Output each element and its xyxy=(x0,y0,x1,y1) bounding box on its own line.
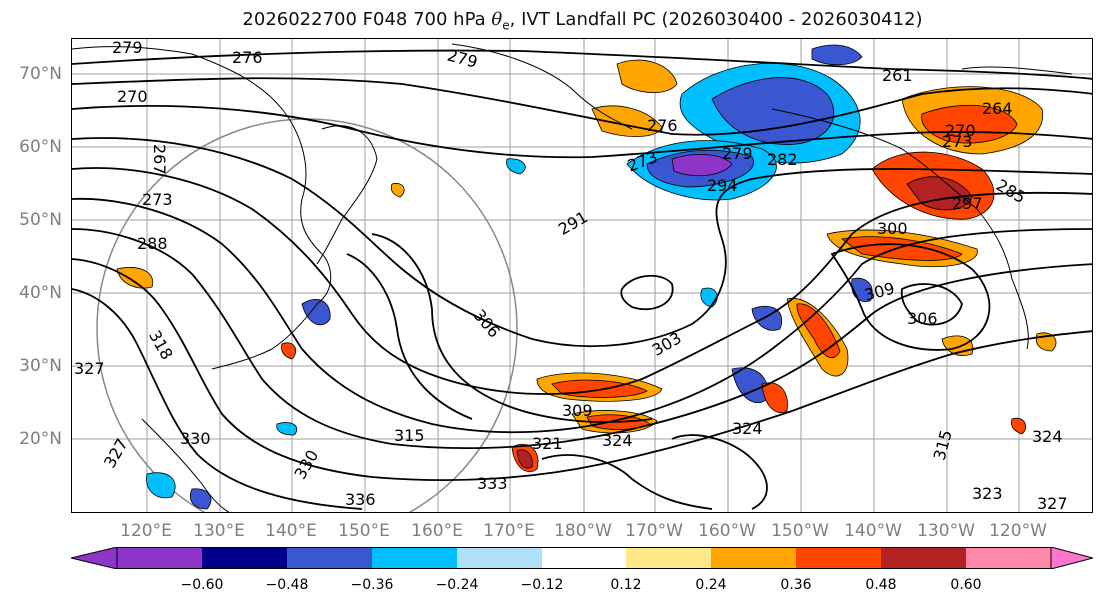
contour-label: 306 xyxy=(907,309,938,328)
colorbar-bin xyxy=(881,547,966,569)
contour-label: 336 xyxy=(345,490,376,509)
colorbar-bin xyxy=(372,547,457,569)
contour-label: 327 xyxy=(1037,494,1068,513)
contour-label: 261 xyxy=(882,66,913,85)
colorbar-bin xyxy=(117,547,202,569)
colorbar-tick: 0.24 xyxy=(695,577,727,593)
contour-label: 294 xyxy=(707,176,738,195)
lat-label-20n: 20°N xyxy=(19,429,62,449)
colorbar-bin xyxy=(542,547,626,569)
contour-label: 276 xyxy=(232,48,263,67)
contour-label: 267 xyxy=(150,144,169,175)
contour-label: 306 xyxy=(470,306,504,342)
colorbar xyxy=(71,547,1093,569)
lon-label-120w: 120°W xyxy=(989,521,1047,541)
lon-label-130e: 130°E xyxy=(193,521,245,541)
contour-label: 315 xyxy=(394,426,425,445)
lon-label-150e: 150°E xyxy=(338,521,390,541)
lat-label-70n: 70°N xyxy=(19,64,62,84)
contour-label: 264 xyxy=(982,99,1013,118)
contour-label: 273 xyxy=(942,132,973,151)
lat-label-40n: 40°N xyxy=(19,283,62,303)
contour-label: 324 xyxy=(602,431,633,450)
contour-label: 273 xyxy=(142,190,173,209)
lon-label-170w: 170°W xyxy=(625,521,683,541)
contour-label: 285 xyxy=(993,175,1029,207)
contour-label: 279 xyxy=(112,39,143,57)
contour-label: 270 xyxy=(945,121,976,140)
lon-label-160e: 160°E xyxy=(411,521,463,541)
colorbar-min-extend xyxy=(71,547,118,569)
lon-label-150w: 150°W xyxy=(771,521,829,541)
contour-label: 324 xyxy=(732,419,763,438)
map-canvas: 279 276 270 267 273 288 279 276 273 279 … xyxy=(72,39,1092,513)
colorbar-bin xyxy=(287,547,372,569)
colorbar-tick: −0.48 xyxy=(265,577,309,593)
contour-label: 321 xyxy=(532,434,563,453)
theta-e-contours xyxy=(72,49,1092,510)
contour-label: 330 xyxy=(180,429,211,448)
contour-label: 324 xyxy=(1032,427,1063,446)
colorbar-tick: 0.48 xyxy=(865,577,897,593)
colorbar-tick: −0.36 xyxy=(350,577,394,593)
colorbar-bin xyxy=(966,547,1051,569)
contour-label: 327 xyxy=(100,435,132,471)
lon-label-130w: 130°W xyxy=(917,521,975,541)
contour-label: 279 xyxy=(722,144,753,163)
colorbar-tick: 0.60 xyxy=(950,577,982,593)
map-panel: 279 276 270 267 273 288 279 276 273 279 … xyxy=(71,38,1093,513)
lon-label-120e: 120°E xyxy=(120,521,172,541)
contour-label: 330 xyxy=(291,447,323,483)
colorbar-bin xyxy=(796,547,881,569)
contour-label: 282 xyxy=(767,150,798,169)
map-title: 2026022700 F048 700 hPa θe, IVT Landfall… xyxy=(242,9,923,33)
colorbar-tick: −0.60 xyxy=(180,577,224,593)
contour-label: 279 xyxy=(445,45,479,71)
contour-label: 323 xyxy=(972,484,1003,503)
lon-label-180w: 180°W xyxy=(554,521,612,541)
colorbar-bin xyxy=(457,547,542,569)
contour-label: 333 xyxy=(477,474,508,493)
contour-label: 297 xyxy=(952,194,983,213)
lat-label-60n: 60°N xyxy=(19,137,62,157)
colorbar-tick: −0.12 xyxy=(520,577,564,593)
lon-label-140w: 140°W xyxy=(844,521,902,541)
colorbar-tick: 0.36 xyxy=(780,577,812,593)
lat-label-50n: 50°N xyxy=(19,210,62,230)
contour-label: 309 xyxy=(562,401,593,420)
contour-label: 288 xyxy=(137,234,168,253)
contour-label: 315 xyxy=(930,428,956,462)
colorbar-bin xyxy=(711,547,796,569)
colorbar-max-extend xyxy=(1050,547,1093,569)
lon-label-140e: 140°E xyxy=(265,521,317,541)
contour-labels: 279 276 270 267 273 288 279 276 273 279 … xyxy=(74,39,1068,513)
contour-label: 300 xyxy=(877,219,908,238)
colorbar-tick: −0.24 xyxy=(435,577,479,593)
contour-label: 303 xyxy=(649,328,685,360)
contour-label: 318 xyxy=(145,327,177,363)
contour-label: 270 xyxy=(117,87,148,106)
pc-shading xyxy=(116,44,1057,510)
colorbar-bin xyxy=(626,547,711,569)
contour-label: 327 xyxy=(74,359,105,378)
lat-label-30n: 30°N xyxy=(19,356,62,376)
lon-label-160w: 160°W xyxy=(698,521,756,541)
contour-label: 276 xyxy=(647,116,678,135)
lon-label-170e: 170°E xyxy=(483,521,535,541)
colorbar-bin xyxy=(202,547,287,569)
colorbar-tick: 0.12 xyxy=(610,577,642,593)
contour-label: 291 xyxy=(555,207,591,239)
